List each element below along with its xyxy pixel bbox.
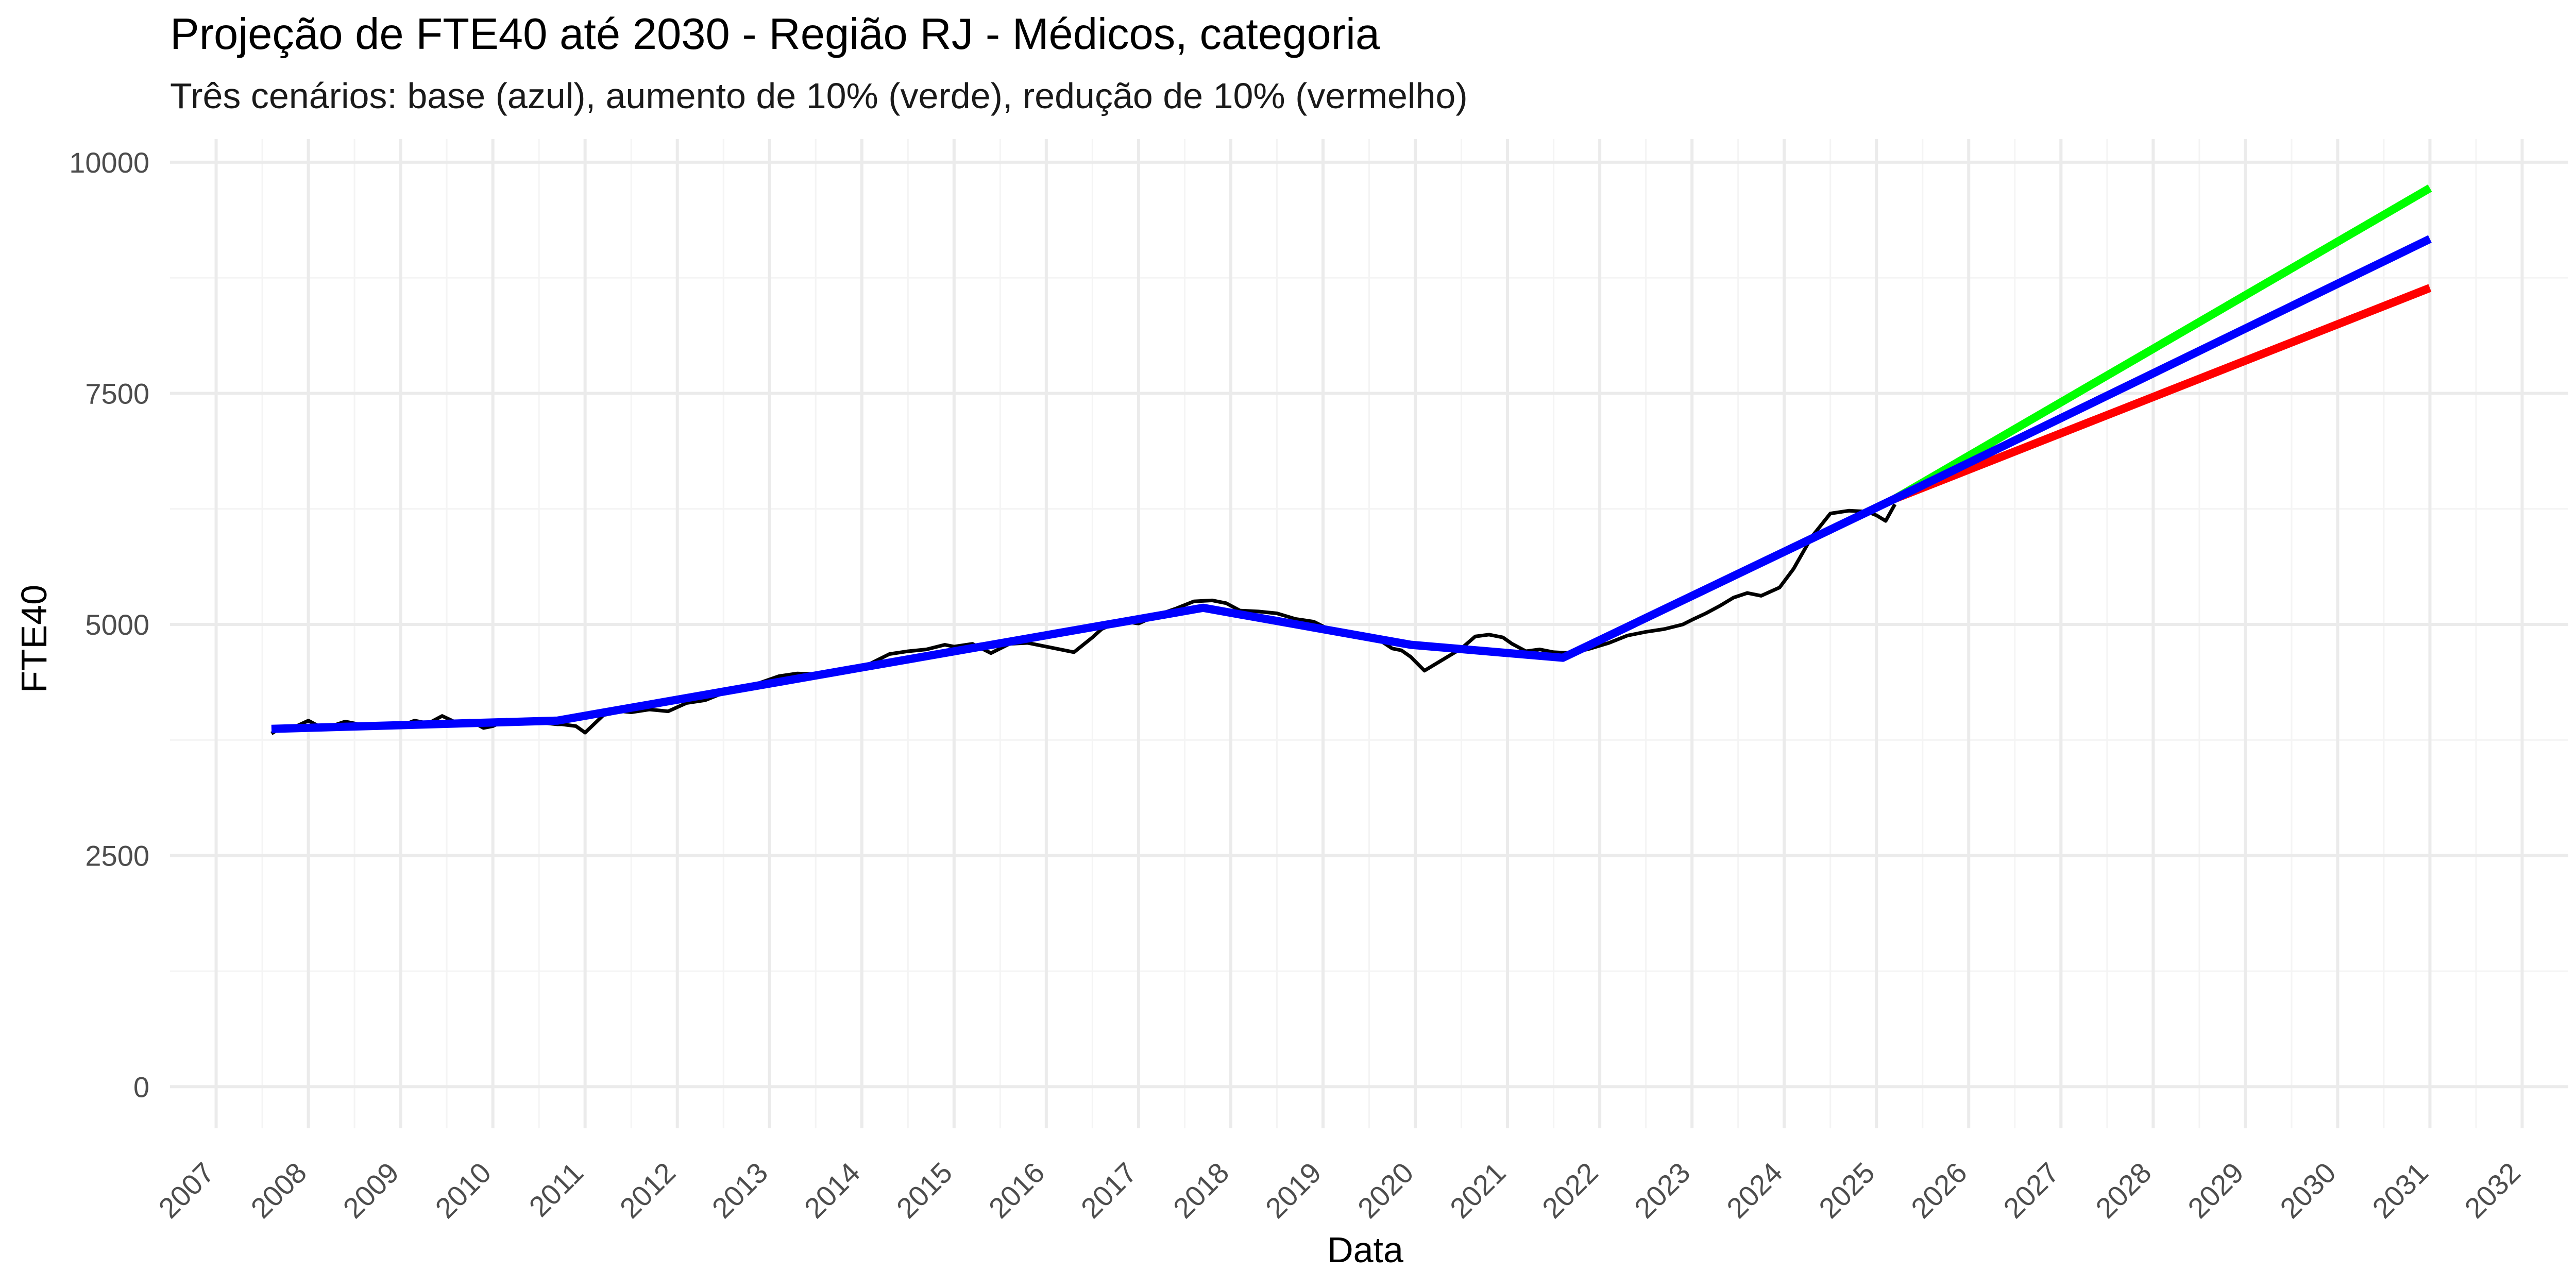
chart-subtitle: Três cenários: base (azul), aumento de 1…	[170, 76, 1468, 116]
x-tick-label: 2008	[244, 1156, 313, 1225]
x-tick-label: 2032	[2458, 1156, 2527, 1225]
y-tick-label: 10000	[69, 146, 149, 179]
series-group	[270, 184, 2432, 735]
series-line-base	[271, 235, 2432, 733]
x-tick-label: 2028	[2089, 1156, 2158, 1225]
x-axis-title: Data	[1327, 1230, 1403, 1270]
x-tick-label: 2025	[1812, 1156, 1881, 1225]
x-tick-label: 2022	[1536, 1156, 1604, 1225]
x-tick-label: 2007	[152, 1156, 221, 1225]
x-tick-label: 2009	[336, 1156, 405, 1225]
x-tick-label: 2011	[522, 1156, 589, 1223]
x-tick-label: 2014	[798, 1156, 867, 1225]
x-tick-label: 2012	[614, 1156, 682, 1225]
y-tick-label: 2500	[85, 840, 149, 872]
x-tick-label: 2021	[1444, 1156, 1512, 1225]
x-tick-label: 2013	[706, 1156, 774, 1225]
y-tick-label: 7500	[85, 377, 149, 410]
x-tick-label: 2031	[2366, 1156, 2434, 1225]
x-tick-label: 2030	[2274, 1156, 2342, 1225]
x-tick-label: 2029	[2181, 1156, 2250, 1225]
y-tick-label: 5000	[85, 608, 149, 641]
x-tick-label: 2010	[429, 1156, 497, 1225]
series-line-increase	[1892, 184, 2432, 502]
x-tick-label: 2027	[1997, 1156, 2065, 1225]
y-axis-title: FTE40	[14, 585, 54, 693]
x-tick-label: 2019	[1259, 1156, 1328, 1225]
x-tick-label: 2020	[1351, 1156, 1420, 1225]
chart-title: Projeção de FTE40 até 2030 - Região RJ -…	[170, 10, 1380, 59]
x-tick-label: 2023	[1628, 1156, 1697, 1225]
y-axis: 0 2500 5000 7500 10000	[69, 146, 149, 1103]
series-line-decrease	[1893, 284, 2432, 503]
x-axis: 2007 2008 2009 2010 2011 2012 2013 2014 2015 2016…	[152, 1156, 2527, 1225]
x-tick-label: 2015	[890, 1156, 959, 1225]
y-tick-label: 0	[133, 1071, 149, 1103]
x-tick-label: 2017	[1075, 1156, 1143, 1225]
x-tick-label: 2026	[1905, 1156, 1973, 1225]
x-tick-label: 2018	[1167, 1156, 1235, 1225]
x-tick-label: 2016	[982, 1156, 1051, 1225]
x-tick-label: 2024	[1720, 1156, 1789, 1225]
